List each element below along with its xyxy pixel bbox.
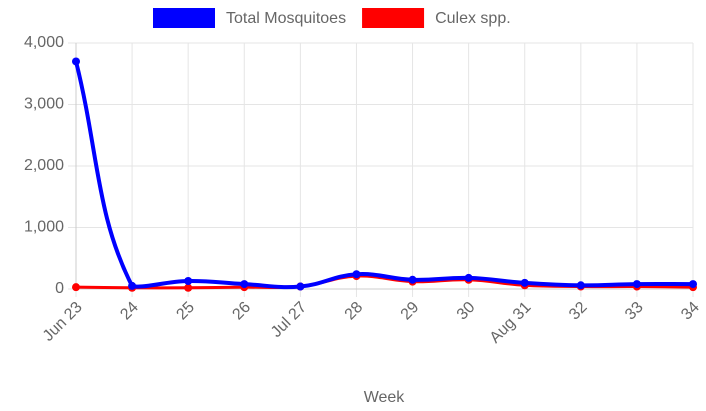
data-point (352, 270, 361, 279)
data-point (520, 278, 529, 287)
data-point (576, 281, 585, 290)
x-tick-label: 30 (454, 299, 479, 324)
y-tick-label: 2,000 (24, 157, 64, 174)
y-tick-label: 0 (55, 280, 64, 297)
data-point (184, 283, 193, 292)
legend-label: Total Mosquitoes (226, 10, 346, 27)
data-point (72, 283, 80, 292)
data-point (632, 280, 641, 289)
y-tick-label: 3,000 (24, 96, 64, 113)
data-point (72, 57, 80, 66)
data-point (296, 282, 305, 291)
x-tick-label: Jun 23 (40, 299, 86, 345)
x-tick-label: 28 (342, 299, 367, 324)
x-tick-label: 29 (398, 299, 423, 324)
legend-swatch (153, 8, 215, 28)
x-axis-label: Week (364, 389, 406, 406)
legend-label: Culex spp. (435, 10, 511, 27)
x-tick-label: 32 (566, 299, 591, 324)
data-point (128, 281, 137, 290)
x-tick-label: Jul 27 (268, 299, 310, 341)
series-line (74, 60, 694, 290)
legend-swatch (362, 8, 425, 28)
legend: Total Mosquitoes Culex spp. (153, 8, 511, 28)
y-tick-label: 4,000 (24, 34, 64, 51)
data-point (464, 273, 473, 282)
x-tick-label: Aug 31 (487, 299, 535, 347)
x-tick-label: 26 (229, 299, 254, 324)
data-point (240, 280, 249, 289)
x-tick-label: 33 (622, 299, 647, 324)
data-point (689, 280, 697, 289)
y-tick-label: 1,000 (24, 219, 64, 236)
x-tick-label: 24 (117, 299, 142, 324)
x-tick-label: 34 (678, 299, 703, 324)
data-point (408, 275, 417, 284)
x-tick-label: 25 (173, 299, 198, 324)
data-point (184, 277, 193, 286)
